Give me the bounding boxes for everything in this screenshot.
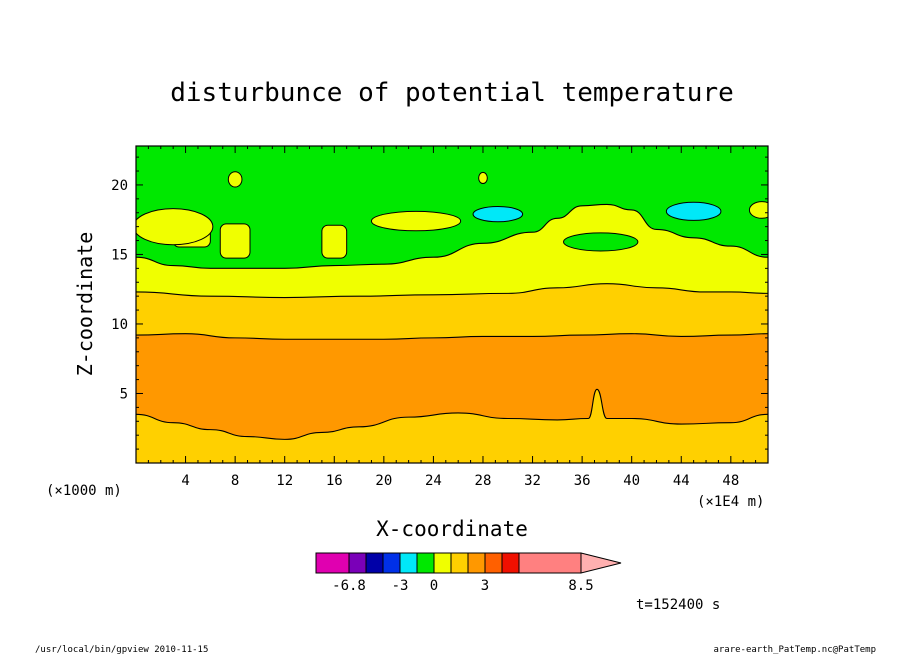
y-axis-label: Z-coordinate [73, 232, 97, 377]
chart-title: disturbunce of potential temperature [170, 78, 734, 108]
colorbar-cell [399, 552, 418, 574]
patch-cyan-blob [472, 205, 524, 223]
colorbar-label: 3 [481, 578, 489, 594]
colorbar-label: 0 [430, 578, 438, 594]
ridge-bump-0 [219, 223, 251, 259]
x-tick-label: 40 [623, 473, 640, 489]
colorbar-cell [450, 552, 469, 574]
colorbar-cell [348, 552, 367, 574]
x-tick-label: 4 [181, 473, 189, 489]
footer-left: /usr/local/bin/gpview 2010-11-15 [35, 645, 208, 654]
contour-line-3 [136, 333, 768, 340]
contour-line-2 [136, 283, 768, 299]
colorbar-cell [416, 552, 435, 574]
band-fill-4 [136, 389, 768, 463]
colorbar-cell [484, 552, 503, 574]
x-tick-label: 48 [722, 473, 739, 489]
x-tick-label: 24 [425, 473, 442, 489]
colorbar-cell [433, 552, 452, 574]
contour-line-1 [136, 203, 768, 269]
patch-yellow-blob [227, 171, 243, 188]
colorbar-label: 8.5 [568, 578, 593, 594]
y-tick-label: 5 [120, 386, 128, 402]
colorbar-cell [518, 552, 582, 574]
time-label: t=152400 s [636, 597, 720, 613]
x-tick-label: 44 [673, 473, 690, 489]
x-unit-label: (×1E4 m) [697, 494, 764, 510]
x-tick-label: 32 [524, 473, 541, 489]
colorbar-label: -6.8 [332, 578, 366, 594]
ridge-bump-1 [321, 224, 348, 259]
patch-yellow-streak [370, 210, 462, 232]
plot-frame [135, 145, 769, 464]
contour-fills [136, 146, 768, 463]
colorbar-cell [365, 552, 384, 574]
contour-line-4 [136, 388, 768, 440]
patch-cyan-blob [665, 201, 722, 221]
colorbar-cell [382, 552, 401, 574]
x-axis-label: X-coordinate [376, 517, 528, 541]
x-tick-label: 36 [574, 473, 591, 489]
patch-yellow-blob [478, 171, 488, 185]
footer-right: arare-earth_PatTemp.nc@PatTemp [713, 645, 876, 654]
colorbar-label: -3 [392, 578, 409, 594]
contour-plot-area [135, 145, 769, 464]
colorbar-arrow [580, 552, 622, 574]
colorbar-cell [501, 552, 520, 574]
x-tick-label: 28 [475, 473, 492, 489]
y-tick-label: 20 [111, 178, 128, 194]
y-tick-label: 10 [111, 317, 128, 333]
colorbar-cell [315, 552, 350, 574]
patch-yellow-patch-left [136, 208, 214, 246]
x-tick-label: 12 [276, 473, 293, 489]
colorbar-legend: -6.8 -3 0 3 8.5 [315, 552, 622, 594]
x-tick-label: 16 [326, 473, 343, 489]
colorbar-cell [467, 552, 486, 574]
x-tick-label: 20 [375, 473, 392, 489]
patch-green-blob [563, 232, 639, 252]
x-tick-label: 8 [231, 473, 239, 489]
y-tick-label: 15 [111, 247, 128, 263]
z-unit-label: (×1000 m) [46, 483, 122, 499]
patch-yellow-patch-right-edge [748, 201, 768, 219]
